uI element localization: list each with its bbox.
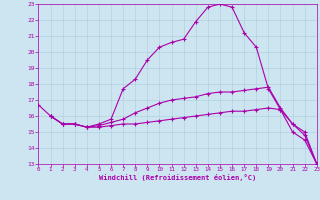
X-axis label: Windchill (Refroidissement éolien,°C): Windchill (Refroidissement éolien,°C) xyxy=(99,174,256,181)
